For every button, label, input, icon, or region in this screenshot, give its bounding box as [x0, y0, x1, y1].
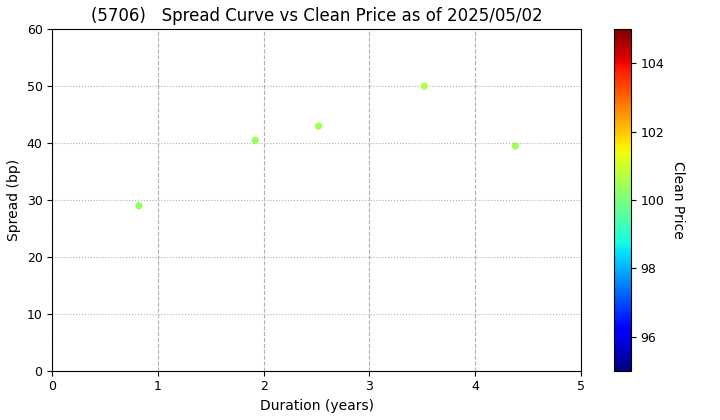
Y-axis label: Clean Price: Clean Price: [672, 161, 685, 239]
Title: (5706)   Spread Curve vs Clean Price as of 2025/05/02: (5706) Spread Curve vs Clean Price as of…: [91, 7, 542, 25]
Point: [313, 123, 325, 129]
Point: [249, 137, 261, 144]
Point: [133, 202, 145, 209]
Point: [418, 83, 430, 89]
Point: [510, 143, 521, 150]
Y-axis label: Spread (bp): Spread (bp): [7, 159, 21, 241]
X-axis label: Duration (years): Duration (years): [259, 399, 374, 413]
